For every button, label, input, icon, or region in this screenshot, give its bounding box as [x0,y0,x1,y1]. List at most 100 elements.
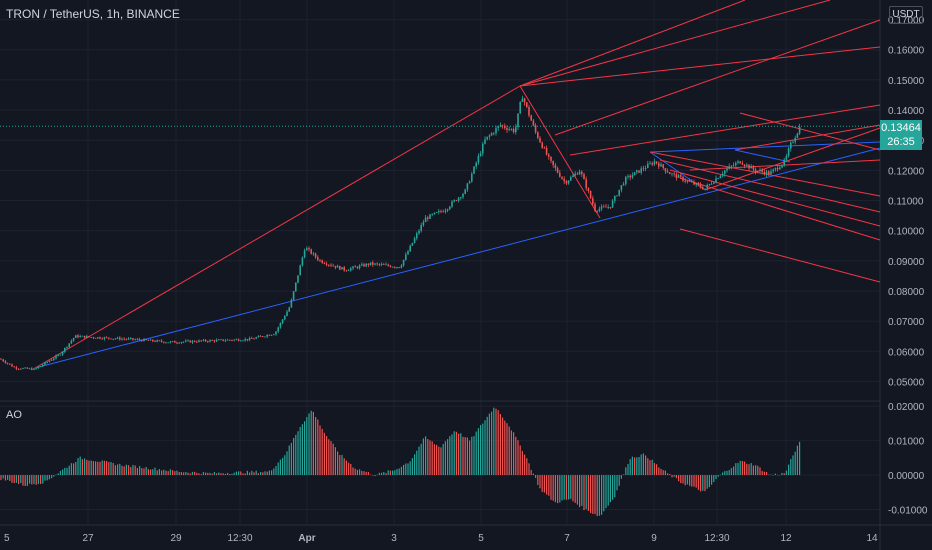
candle-body [794,137,796,142]
candle-body [422,222,425,225]
candle-body [380,264,383,265]
ao-bar [128,465,130,476]
candle-body [649,163,651,165]
price-tick-label: 0.15000 [888,76,925,87]
channel-line-1[interactable] [519,0,746,87]
pitchfork-2-median[interactable] [689,159,881,171]
candle-body [264,336,266,338]
candle-body [253,338,255,340]
candle-body [319,259,321,261]
ao-bar [136,468,138,476]
ao-bar [147,469,149,476]
currency-unit[interactable]: USDT [889,6,923,24]
ao-bar [482,423,484,476]
candle-body [81,335,84,337]
ao-histogram[interactable] [0,407,801,517]
ao-bar [585,475,587,510]
ao-bar [356,469,358,476]
pitchfork-handle[interactable] [519,85,601,219]
ao-bar [15,475,17,483]
candle-body [314,253,317,258]
candle-body [627,175,629,177]
ao-tick-label: 0.01000 [888,437,925,448]
candle-body [545,147,548,155]
channel-line-2[interactable] [519,0,831,87]
candle-body [361,264,363,266]
candle-body [79,336,81,338]
ao-axis[interactable]: 0.02000 0.01000 0.00000 -0.01000 [888,402,928,516]
ao-bar [660,468,662,476]
ao-bar [623,474,625,476]
ao-bar [196,472,198,476]
channel-line-3[interactable] [554,19,881,136]
fan-line-5[interactable] [679,177,881,241]
pitchfork-upper-line[interactable] [34,85,521,369]
ao-bar [198,473,200,476]
candle-body [713,182,715,184]
candle-body [83,335,86,338]
blue-trendline-upper[interactable] [649,141,881,153]
ao-bar [416,450,418,476]
candle-body [671,173,673,175]
ao-bar [187,472,189,476]
ao-bar [794,451,796,476]
time-tick-label: 5 [478,533,484,544]
candle-body [510,129,513,130]
ao-bar [684,475,686,486]
candle-body [497,126,499,129]
candle-body [211,340,213,341]
candle-body [242,340,244,342]
candle-body [616,195,618,197]
candle-body [152,339,154,342]
candle-body [479,153,482,156]
candle-body [237,339,240,341]
price-tick-label: 0.12000 [888,166,925,177]
channel-line-4[interactable] [519,46,881,87]
candle-body [688,180,691,182]
ao-bar [466,437,468,476]
ao-bar [550,475,552,500]
ao-bar [139,466,141,476]
blue-trendline-lower[interactable] [34,147,881,369]
ao-bar [638,456,640,476]
candle-body [614,195,616,201]
candle-body [765,171,768,175]
candle-body [704,188,706,190]
pitchfork-2-upper[interactable] [734,124,881,151]
candle-body [369,262,372,266]
fan-line-3[interactable] [659,159,881,213]
fan-line-6[interactable] [679,228,881,283]
fan-line-4[interactable] [669,169,881,227]
candle-body [389,265,392,267]
ao-bar [403,464,405,476]
candle-body [200,340,202,342]
candle-series[interactable] [0,95,801,371]
candle-body [506,128,508,130]
candle-body [669,172,671,175]
candle-body [193,340,196,342]
price-axis[interactable]: 0.170000.160000.150000.140000.130000.120… [888,16,925,389]
fan-line-1[interactable] [739,112,881,151]
drawing-tools[interactable] [34,0,881,369]
candle-body [352,266,354,269]
ao-bar [647,458,649,476]
candle-body [24,367,26,369]
ao-bar [653,463,655,476]
indicator-label[interactable]: AO [6,409,22,421]
blue-connector-2[interactable] [734,149,791,163]
ao-bar [517,440,519,476]
ao-bar [572,475,574,502]
candle-body [273,334,275,336]
ao-bar [728,470,730,476]
ao-bar [436,444,438,476]
channel-line-5[interactable] [569,104,881,156]
pitchfork-2-handle[interactable] [704,127,881,191]
candle-body [607,207,609,208]
ao-bar [790,459,792,476]
time-axis[interactable]: 5 27 29 12:30 Apr 3 5 7 9 12:30 12 14 [4,533,878,544]
ao-bar [761,470,763,476]
candle-body [215,339,218,342]
candle-body [31,368,33,370]
ao-bar [161,470,163,476]
